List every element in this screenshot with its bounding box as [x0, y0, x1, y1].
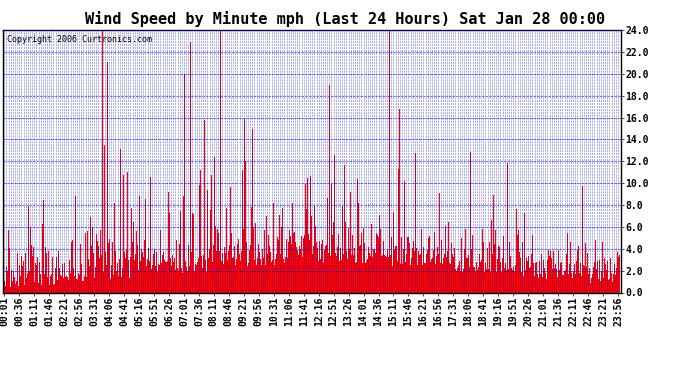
Text: Copyright 2006 Curtronics.com: Copyright 2006 Curtronics.com — [6, 35, 152, 44]
Text: Wind Speed by Minute mph (Last 24 Hours) Sat Jan 28 00:00: Wind Speed by Minute mph (Last 24 Hours)… — [85, 11, 605, 27]
